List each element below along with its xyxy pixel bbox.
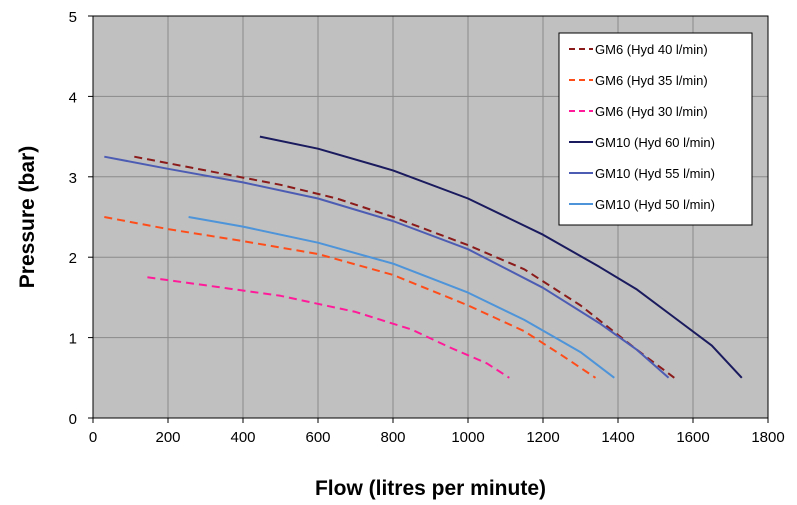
- series-line: [134, 155, 675, 379]
- axes: 0 200 400 600 800 1000 1200 1400 1600 1800 0 1 2 3 4 5: [69, 9, 785, 446]
- y-tick-label: 0: [69, 411, 77, 428]
- plot-border: [92, 15, 769, 419]
- x-tick-label: 1600: [676, 429, 709, 446]
- series-lines: [104, 135, 743, 379]
- series-line: [259, 135, 743, 379]
- legend: GM6 (Hyd 40 l/min) GM6 (Hyd 35 l/min) GM6 …: [558, 32, 753, 226]
- x-tick-label: 0: [89, 429, 97, 446]
- x-tick-label: 1200: [526, 429, 559, 446]
- legend-label: GM6 (Hyd 30 l/min): [595, 104, 708, 119]
- legend-label: GM6 (Hyd 35 l/min): [595, 73, 708, 88]
- series-line: [147, 276, 510, 379]
- y-tick-label: 2: [69, 250, 77, 267]
- x-tick-label: 200: [155, 429, 180, 446]
- y-tick-label: 3: [69, 170, 77, 187]
- y-tick-label: 1: [69, 331, 77, 348]
- legend-label: GM10 (Hyd 55 l/min): [595, 166, 715, 181]
- y-tick-label: 5: [69, 9, 77, 26]
- y-tick-label: 4: [69, 89, 77, 106]
- series-line: [104, 155, 670, 379]
- series-line: [188, 216, 615, 379]
- legend-box: [558, 32, 753, 226]
- y-axis-label: Pressure (bar): [16, 146, 39, 288]
- legend-label: GM10 (Hyd 50 l/min): [595, 197, 715, 212]
- x-tick-label: 1000: [451, 429, 484, 446]
- x-tick-label: 800: [380, 429, 405, 446]
- x-tick-label: 600: [305, 429, 330, 446]
- x-tick-label: 400: [230, 429, 255, 446]
- x-tick-label: 1400: [601, 429, 634, 446]
- legend-label: GM6 (Hyd 40 l/min): [595, 42, 708, 57]
- x-axis-label: Flow (litres per minute): [315, 477, 546, 500]
- x-tick-label: 1800: [751, 429, 784, 446]
- legend-label: GM10 (Hyd 60 l/min): [595, 135, 715, 150]
